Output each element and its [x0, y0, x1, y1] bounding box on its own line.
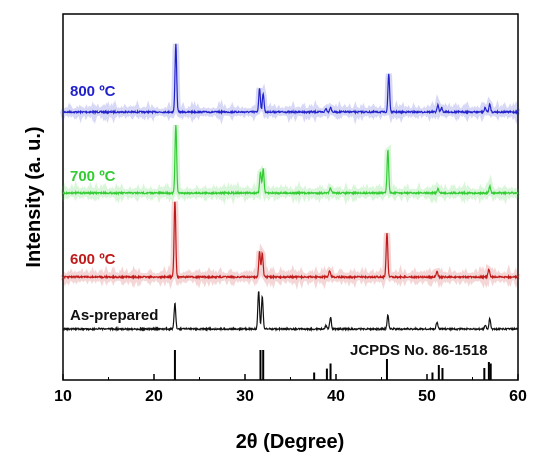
reference-layer — [173, 350, 492, 380]
x-tick-label: 60 — [509, 388, 527, 405]
x-tick-label: 20 — [145, 388, 163, 405]
series-glow-0 — [60, 43, 521, 125]
series-line-2 — [62, 201, 519, 281]
reference-label: JCPDS No. 86-1518 — [350, 342, 488, 359]
x-axis: 10 20 30 40 50 60 — [54, 374, 527, 405]
series-label-800: 800 ºC — [70, 83, 116, 100]
x-tick-label: 40 — [327, 388, 345, 405]
x-axis-label: 2θ (Degree) — [236, 431, 345, 453]
series-line-1 — [62, 124, 519, 196]
x-tick-label: 10 — [54, 388, 72, 405]
series-label-600: 600 ºC — [70, 251, 116, 268]
series-line-0 — [62, 43, 519, 116]
series-layer — [60, 43, 521, 333]
y-axis-label: Intensity (a. u.) — [23, 126, 45, 267]
series-glow-1 — [60, 124, 521, 206]
x-tick-label: 50 — [418, 388, 436, 405]
series-label-700: 700 ºC — [70, 168, 116, 185]
series-line-3 — [62, 291, 519, 333]
series-label-as-prepared: As-prepared — [70, 307, 158, 324]
series-glow-2 — [60, 200, 521, 290]
x-tick-label: 30 — [236, 388, 254, 405]
